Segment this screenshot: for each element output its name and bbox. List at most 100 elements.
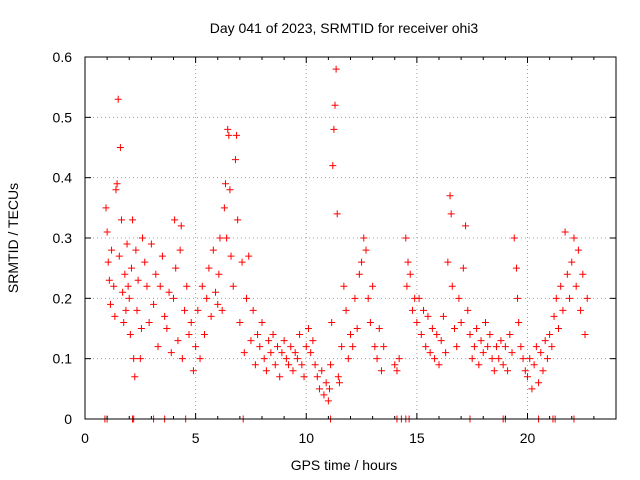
data-point — [393, 367, 401, 375]
data-point — [568, 258, 576, 266]
data-point — [176, 246, 184, 254]
x-tick-label: 0 — [81, 430, 89, 446]
data-point — [124, 282, 132, 290]
data-point — [256, 343, 264, 351]
data-point — [470, 343, 478, 351]
data-point — [309, 337, 317, 345]
data-point — [330, 125, 338, 133]
data-point — [218, 306, 226, 314]
data-point — [113, 180, 121, 188]
data-point — [380, 343, 388, 351]
data-point — [515, 318, 523, 326]
data-point — [212, 288, 220, 296]
data-point — [254, 331, 262, 339]
data-point — [114, 95, 122, 103]
y-tick-label: 0.4 — [53, 170, 73, 186]
data-point — [431, 355, 439, 363]
data-point — [129, 216, 137, 224]
data-point — [291, 349, 299, 357]
data-point — [102, 204, 110, 212]
data-point — [289, 367, 297, 375]
data-point — [269, 331, 277, 339]
x-tick-labels: 0 5 10 15 20 — [81, 430, 535, 446]
data-point — [316, 385, 324, 393]
data-point — [325, 385, 333, 393]
data-point — [225, 131, 233, 139]
data-point — [161, 312, 169, 320]
data-point — [116, 144, 124, 151]
data-point — [106, 300, 114, 308]
data-point — [453, 343, 461, 351]
data-point — [273, 343, 281, 351]
data-point — [404, 258, 412, 266]
data-point — [229, 282, 237, 290]
data-point — [108, 246, 116, 254]
data-point — [530, 361, 538, 369]
data-point — [203, 294, 211, 302]
data-point — [524, 373, 531, 381]
data-point — [473, 325, 481, 332]
y-tick-label: 0.1 — [53, 351, 73, 367]
data-point — [262, 367, 270, 375]
data-point — [154, 343, 162, 351]
data-point — [519, 355, 527, 363]
data-point — [183, 282, 191, 290]
data-point — [552, 294, 560, 302]
data-point — [214, 300, 222, 308]
data-point — [287, 343, 295, 351]
y-tick-label: 0.5 — [53, 109, 73, 125]
data-point — [118, 216, 126, 224]
data-point — [110, 282, 118, 290]
data-point — [504, 367, 512, 375]
data-point — [200, 331, 208, 339]
data-point — [351, 294, 359, 302]
data-point — [579, 270, 587, 278]
data-point — [328, 318, 336, 326]
data-point — [302, 343, 310, 351]
data-point — [535, 379, 543, 387]
data-point — [119, 288, 127, 296]
data-point — [311, 361, 319, 369]
data-point — [189, 367, 197, 375]
chart-title: Day 041 of 2023, SRMTID for receiver ohi… — [210, 20, 479, 36]
data-point — [280, 337, 288, 345]
data-point — [131, 373, 139, 381]
data-point — [532, 343, 540, 351]
y-axis-label: SRMTID / TECUs — [5, 183, 21, 293]
data-point — [293, 355, 301, 363]
data-point — [583, 294, 591, 302]
data-point — [528, 385, 536, 393]
data-point — [554, 325, 562, 332]
data-point — [172, 264, 180, 272]
data-point — [439, 312, 447, 320]
data-point — [143, 282, 151, 290]
data-point — [420, 306, 428, 314]
data-point — [231, 156, 239, 164]
data-point — [457, 318, 465, 326]
data-point — [103, 228, 111, 236]
data-point — [417, 331, 425, 339]
data-point — [278, 349, 286, 357]
data-point — [167, 349, 175, 357]
data-point — [136, 355, 144, 363]
data-point — [298, 361, 306, 369]
data-point — [196, 355, 204, 363]
data-point — [125, 294, 133, 302]
data-point — [156, 282, 164, 290]
data-point — [150, 300, 158, 308]
data-point — [475, 361, 483, 369]
data-point — [570, 234, 578, 242]
x-tick-label: 5 — [192, 430, 200, 446]
data-point — [447, 210, 455, 218]
data-point — [333, 210, 341, 218]
data-point — [574, 246, 582, 254]
data-point — [307, 349, 315, 357]
data-point — [171, 216, 179, 224]
data-point — [479, 349, 487, 357]
data-point — [433, 331, 441, 339]
data-point — [220, 204, 228, 212]
data-point — [501, 343, 509, 351]
data-point — [581, 331, 589, 339]
data-point — [174, 337, 182, 345]
data-point — [152, 270, 160, 278]
